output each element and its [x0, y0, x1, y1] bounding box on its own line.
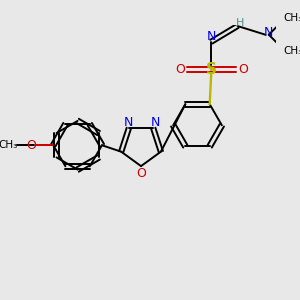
Text: O: O — [136, 167, 146, 180]
Text: O: O — [175, 63, 185, 76]
Text: S: S — [206, 62, 217, 77]
Text: O: O — [27, 139, 37, 152]
Text: N: N — [264, 26, 274, 39]
Text: CH₃: CH₃ — [0, 140, 18, 150]
Text: N: N — [207, 30, 216, 43]
Text: CH₃: CH₃ — [284, 46, 300, 56]
Text: N: N — [150, 116, 160, 129]
Text: O: O — [238, 63, 247, 76]
Text: H: H — [236, 17, 244, 28]
Text: CH₃: CH₃ — [284, 13, 300, 23]
Text: N: N — [124, 116, 134, 129]
Text: C: C — [235, 29, 236, 30]
